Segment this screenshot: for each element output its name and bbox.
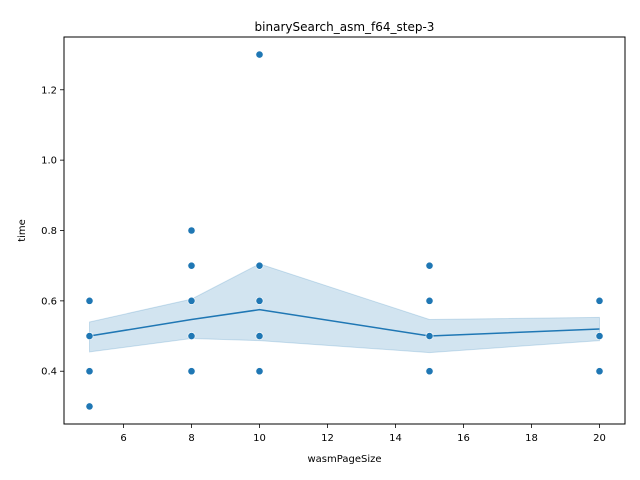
points-layer (85, 50, 604, 411)
confidence-band-layer (89, 263, 600, 354)
data-point (255, 50, 264, 59)
x-tick-label: 16 (457, 433, 470, 444)
mean-line-layer (89, 308, 600, 337)
x-tick-label: 6 (120, 433, 126, 444)
data-point (187, 261, 196, 270)
data-point (595, 296, 604, 305)
data-point (187, 332, 196, 340)
x-tick-label: 8 (188, 433, 194, 444)
x-tick-label: 18 (525, 433, 538, 444)
y-tick-label: 0.4 (41, 367, 57, 378)
mean-line (89, 308, 600, 337)
data-point (255, 367, 264, 376)
x-tick-label: 20 (593, 433, 606, 444)
data-point (425, 332, 434, 340)
x-tick-label: 10 (253, 433, 266, 444)
data-point (595, 332, 604, 340)
data-point (85, 367, 94, 376)
y-tick-label: 0.6 (41, 296, 57, 307)
x-axis: 6 8 10 12 14 16 18 20 (120, 424, 606, 444)
data-point (255, 296, 264, 305)
y-tick-label: 1.2 (41, 85, 57, 96)
data-point (425, 367, 434, 376)
y-tick-label: 1.0 (41, 156, 57, 167)
y-axis-label: time (17, 219, 28, 242)
data-point (255, 332, 264, 340)
data-point (187, 367, 196, 376)
data-point (255, 261, 264, 270)
chart-title: binarySearch_asm_f64_step-3 (255, 20, 435, 34)
x-axis-label: wasmPageSize (308, 454, 382, 465)
data-point (85, 296, 94, 305)
confidence-band (89, 263, 600, 354)
data-point (425, 296, 434, 305)
data-point (187, 226, 196, 235)
x-tick-label: 14 (389, 433, 402, 444)
data-point (425, 261, 434, 270)
data-point (85, 332, 94, 340)
y-axis: 0.4 0.6 0.8 1.0 1.2 (41, 85, 64, 378)
data-point (187, 296, 196, 305)
data-point (85, 402, 94, 411)
x-tick-label: 12 (321, 433, 334, 444)
data-point (595, 367, 604, 376)
y-tick-label: 0.8 (41, 226, 57, 237)
